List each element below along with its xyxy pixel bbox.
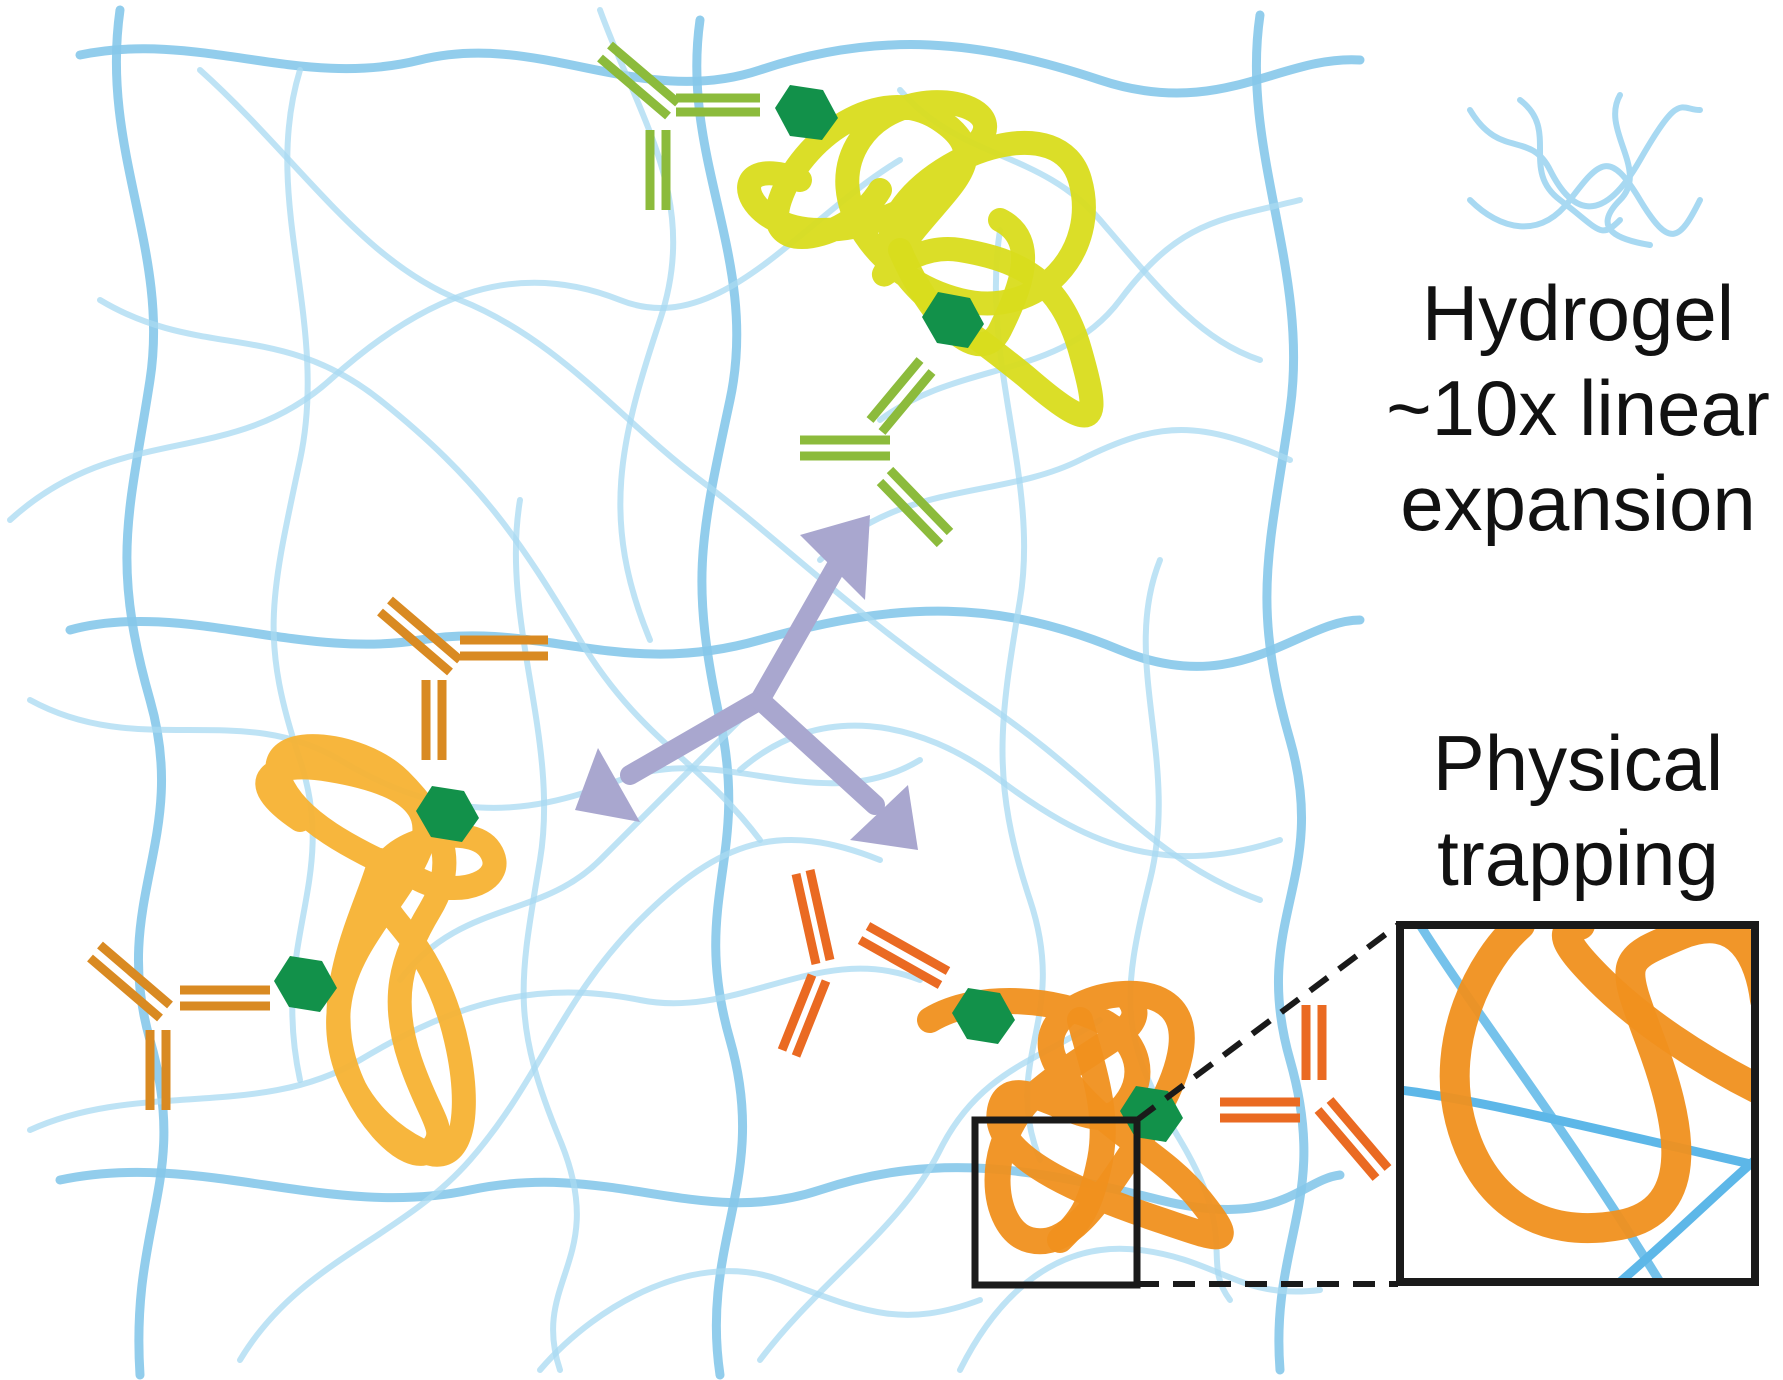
physical-label: Physical: [1433, 719, 1723, 807]
expansion-arrows-icon: [575, 515, 918, 850]
inset-frame: [1396, 921, 1759, 1286]
linker-hexagon-icon: [952, 988, 1015, 1044]
hydrogel-strand: [197, 67, 1263, 903]
expansion-label: expansion: [1400, 459, 1756, 547]
antibody-green-icon: [597, 41, 760, 210]
hydrogel-strand: [737, 722, 1283, 860]
physical-trapping-inset: [1396, 921, 1759, 1286]
hydrogel-strand: [1251, 10, 1309, 1375]
hydrogel-strand: [270, 67, 316, 1083]
linker-hexagon-icon: [416, 786, 479, 842]
hydrogel-strand: [27, 965, 923, 1133]
linker-hexagon-icon: [922, 292, 984, 348]
hydrogel-strand: [537, 1268, 983, 1373]
hydrogel-strand: [877, 197, 1303, 423]
hydrogel-strand: [237, 837, 883, 1363]
hydrogel-strand: [992, 227, 1046, 1163]
hydrogel-strand: [75, 40, 1365, 98]
trapping-label: trapping: [1437, 814, 1719, 902]
hydrogel-strand: [817, 427, 1293, 563]
protein-orange: [917, 980, 1234, 1255]
zoom-connector-lines: [1135, 922, 1400, 1287]
antibody-gold-icon: [87, 941, 270, 1110]
linker-hexagon-icon: [775, 85, 838, 140]
zoom-source-box: [971, 1116, 1141, 1289]
antibody-green-icon: [800, 357, 954, 548]
hydrogel-strands-icon: [1467, 92, 1703, 248]
hydrogel-strand: [597, 7, 677, 643]
hydrogel-strand: [65, 606, 1365, 671]
hydrogel-strand: [397, 697, 763, 983]
hydrogel-strand: [27, 697, 923, 811]
protein-yellow: [737, 90, 1104, 428]
antibody-orange-icon: [1220, 1005, 1392, 1181]
hydrogel-strand: [692, 15, 747, 1380]
protein-light-orange: [255, 734, 507, 1167]
hydrogel-strand: [111, 5, 169, 1380]
expansion-factor-label: ~10x linear: [1386, 364, 1770, 452]
hydrogel-strand: [512, 497, 580, 1373]
linker-hexagon-icon: [274, 956, 337, 1012]
antibody-gold-icon: [377, 596, 548, 760]
hydrogel-strand: [7, 157, 903, 523]
hydrogel-strand: [97, 297, 763, 843]
hydrogel-label: Hydrogel: [1422, 269, 1734, 357]
antibody-orange-icon: [777, 869, 951, 1058]
